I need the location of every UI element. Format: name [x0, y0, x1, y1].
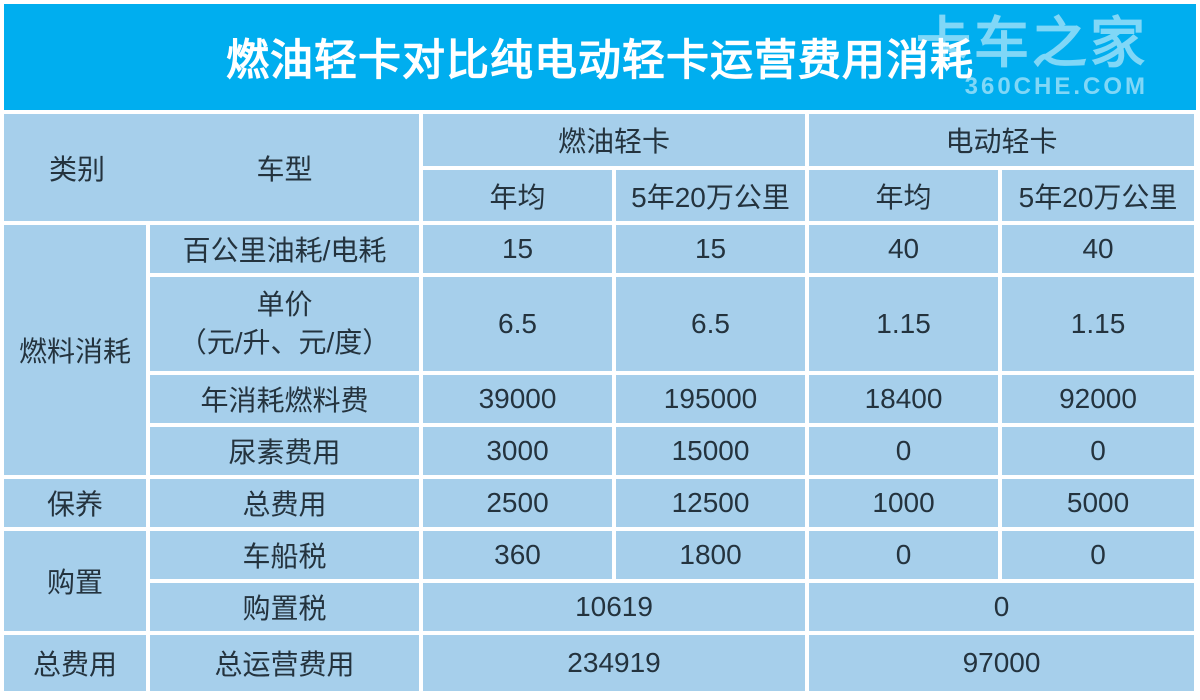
value-cell: 15 — [616, 225, 806, 273]
value-cell: 1000 — [809, 479, 999, 527]
value-cell-merged-electric: 0 — [809, 583, 1195, 631]
value-cell: 0 — [1002, 427, 1195, 475]
title-band: 燃油轻卡对比纯电动轻卡运营费用消耗 卡车之家 360CHE.COM — [4, 4, 1196, 110]
row-label: 车船税 — [150, 531, 420, 579]
subheader-fuel-annual: 年均 — [423, 170, 613, 221]
value-cell: 195000 — [616, 375, 806, 423]
row-label: 总费用 — [150, 479, 420, 527]
value-cell: 5000 — [1002, 479, 1195, 527]
cost-comparison-table: 类别 车型 燃油轻卡 电动轻卡 年均 5年20万公里 年均 5年20万公里 燃料… — [0, 110, 1198, 695]
row-label: 百公里油耗/电耗 — [150, 225, 420, 273]
value-cell: 40 — [1002, 225, 1195, 273]
row-label: 单价 （元/升、元/度） — [150, 277, 420, 371]
value-cell: 6.5 — [423, 277, 613, 371]
value-cell: 12500 — [616, 479, 806, 527]
table-row-vehicle-vessel-tax: 购置 车船税 360 1800 0 0 — [4, 531, 1195, 631]
value-cell: 40 — [809, 225, 999, 273]
table-row-unit-price: 单价 （元/升、元/度） 6.5 6.5 1.15 1.15 — [4, 277, 1195, 371]
value-cell: 360 — [423, 531, 613, 579]
row-label: 尿素费用 — [150, 427, 420, 475]
category-cell-total: 总费用 — [4, 635, 146, 691]
row-label-line1: 单价 — [256, 289, 313, 321]
value-cell: 1.15 — [1002, 277, 1195, 371]
value-cell: 15000 — [616, 427, 806, 475]
subheader-fuel-5yr: 5年20万公里 — [616, 170, 806, 221]
table-row-urea-cost: 尿素费用 3000 15000 0 0 — [4, 427, 1195, 475]
row-label-line2: （元/升、元/度） — [178, 327, 391, 358]
category-cell-maintenance: 保养 — [4, 479, 146, 527]
column-header-model: 车型 — [256, 153, 313, 185]
value-cell: 6.5 — [616, 277, 806, 371]
value-cell: 39000 — [423, 375, 613, 423]
value-cell: 1800 — [616, 531, 806, 579]
page-title: 燃油轻卡对比纯电动轻卡运营费用消耗 — [226, 37, 974, 85]
row-label: 年消耗燃料费 — [150, 375, 420, 423]
value-cell: 0 — [1002, 531, 1195, 579]
row-label: 总运营费用 — [150, 635, 420, 691]
header-row-periods: 年均 5年20万公里 年均 5年20万公里 — [4, 170, 1195, 221]
value-cell: 0 — [809, 427, 999, 475]
group-header-fuel-truck: 燃油轻卡 — [423, 114, 806, 166]
value-cell: 3000 — [423, 427, 613, 475]
group-header-electric-truck: 电动轻卡 — [809, 114, 1195, 166]
value-cell: 92000 — [1002, 375, 1195, 423]
table-row-purchase-tax: 购置税 10619 0 — [4, 583, 1195, 631]
subheader-electric-5yr: 5年20万公里 — [1002, 170, 1195, 221]
value-cell: 2500 — [423, 479, 613, 527]
subheader-electric-annual: 年均 — [809, 170, 999, 221]
value-cell: 1.15 — [809, 277, 999, 371]
corner-header-cell: 类别 车型 — [4, 114, 420, 221]
value-cell: 18400 — [809, 375, 999, 423]
table-row-maintenance-total: 保养 总费用 2500 12500 1000 5000 — [4, 479, 1195, 527]
value-cell-merged-electric: 97000 — [809, 635, 1195, 691]
table-row-annual-fuel-cost: 年消耗燃料费 39000 195000 18400 92000 — [4, 375, 1195, 423]
table-row-total-operating-cost: 总费用 总运营费用 234919 97000 — [4, 635, 1195, 691]
value-cell: 0 — [809, 531, 999, 579]
header-row-groups: 类别 车型 燃油轻卡 电动轻卡 — [4, 114, 1195, 221]
row-label: 购置税 — [150, 583, 420, 631]
column-header-category: 类别 — [48, 153, 105, 185]
table-row-consumption-per-100km: 燃料消耗 百公里油耗/电耗 15 15 40 40 — [4, 225, 1195, 475]
value-cell-merged-fuel: 10619 — [423, 583, 806, 631]
value-cell-merged-fuel: 234919 — [423, 635, 806, 691]
category-cell-purchase: 购置 — [4, 531, 146, 631]
category-cell-fuel-consumption: 燃料消耗 — [4, 225, 146, 475]
value-cell: 15 — [423, 225, 613, 273]
